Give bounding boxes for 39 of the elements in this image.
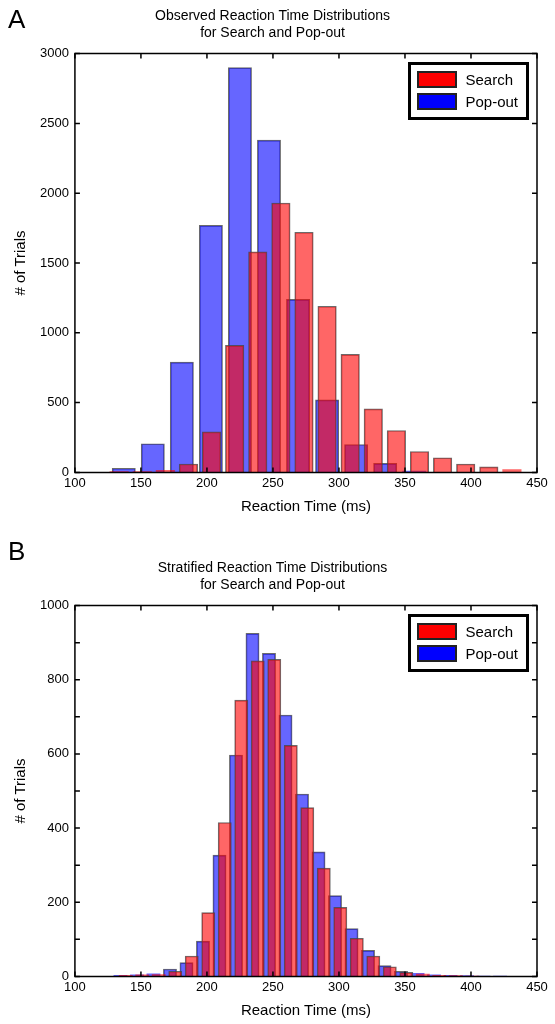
text: B (8, 536, 26, 566)
y-axis-title: # of Trials (11, 758, 29, 824)
x-tick-label: 300 (328, 978, 350, 994)
y-tick-label: 0 (61, 463, 69, 479)
y-tick-label: 2500 (40, 114, 69, 130)
x-tick-label: 350 (394, 474, 416, 490)
x-tick-label: 150 (130, 474, 152, 490)
y-tick-label: 1000 (40, 597, 69, 613)
y-tick-label: 500 (47, 394, 69, 410)
y-tick-label: 0 (61, 967, 69, 983)
x-tick-label: 200 (196, 474, 218, 490)
x-axis-title: Reaction Time (ms) (240, 1001, 371, 1019)
chart-title: Stratified Reaction Time Distributions for Search and Pop-out (157, 559, 388, 593)
legend-label: Pop-out (465, 93, 518, 111)
x-axis-title: Reaction Time (ms) (240, 497, 371, 515)
x-tick-label: 200 (196, 978, 218, 994)
y-tick-label: 200 (47, 893, 69, 909)
y-tick-label: 3000 (40, 45, 69, 61)
y-tick-label: 1000 (40, 324, 69, 340)
y-tick-label: 600 (47, 745, 69, 761)
text: A (8, 4, 26, 34)
x-tick-label: 450 (526, 978, 548, 994)
x-tick-label: 250 (262, 474, 284, 490)
x-tick-label: 400 (460, 978, 482, 994)
x-tick-label: 350 (394, 978, 416, 994)
y-tick-label: 1500 (40, 254, 69, 270)
legend-label: Search (465, 71, 513, 89)
x-tick-label: 150 (130, 978, 152, 994)
x-tick-label: 450 (526, 474, 548, 490)
x-tick-label: 250 (262, 978, 284, 994)
x-tick-label: 400 (460, 474, 482, 490)
y-tick-label: 800 (47, 671, 69, 687)
y-tick-label: 400 (47, 819, 69, 835)
legend-label: Pop-out (465, 645, 518, 663)
x-tick-label: 300 (328, 474, 350, 490)
y-axis-title: # of Trials (11, 230, 29, 296)
legend-label: Search (465, 623, 513, 641)
y-tick-label: 2000 (40, 184, 69, 200)
chart-title: Observed Reaction Time Distributions for Search and Pop-out (155, 7, 390, 41)
